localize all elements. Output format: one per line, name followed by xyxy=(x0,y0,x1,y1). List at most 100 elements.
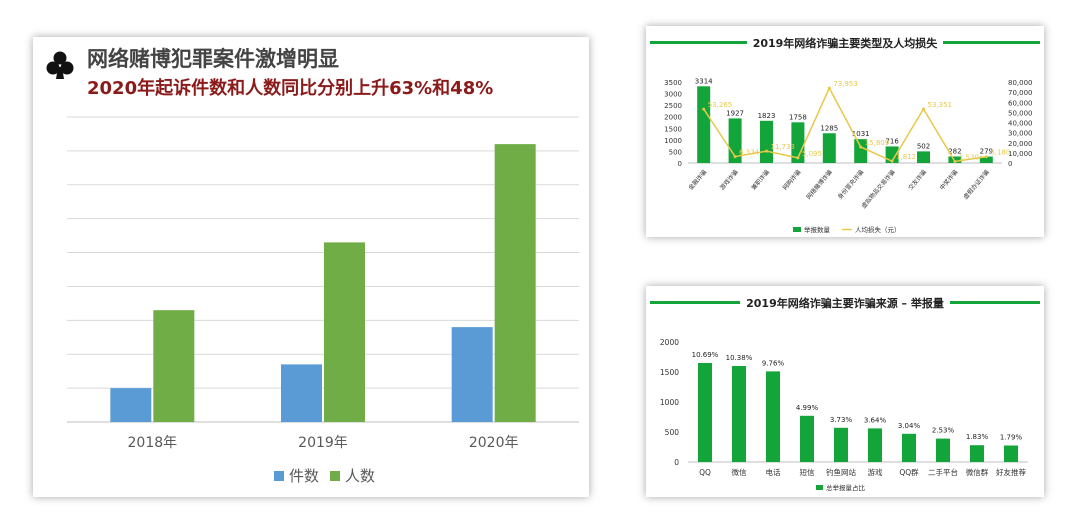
loss-point xyxy=(827,86,831,90)
y-tick: 1500 xyxy=(660,368,679,377)
y-right-tick: 80,000 xyxy=(1008,79,1033,87)
gambling-subtitle: 2020年起诉件数和人数同比分别上升63%和48% xyxy=(87,77,493,99)
x-tick-label: 金融诈骗 xyxy=(687,168,709,192)
x-tick-label: 短信 xyxy=(800,467,815,477)
loss-point xyxy=(859,145,863,149)
y-right-tick: 20,000 xyxy=(1008,140,1033,148)
line-data-label: 6,180 xyxy=(990,149,1010,157)
bar-data-label: 1.83% xyxy=(966,433,989,441)
x-tick-label: 二手平台 xyxy=(928,467,958,477)
x-tick-label: 虚拟物品交易诈骗 xyxy=(860,168,897,210)
bar-report-share xyxy=(936,438,950,462)
bar-report-share xyxy=(698,363,712,462)
x-tick-label: 2019年 xyxy=(298,435,348,451)
x-tick-label: 游戏 xyxy=(868,467,883,477)
bar-people xyxy=(324,242,365,422)
bar-report-share xyxy=(800,415,814,462)
y-left-tick: 2000 xyxy=(664,114,682,122)
y-left-tick: 3500 xyxy=(664,79,682,87)
legend-swatch xyxy=(816,485,823,490)
loss-point xyxy=(984,155,988,159)
bar-data-label: 502 xyxy=(917,142,930,150)
gambling-chart-svg: 网络赌博犯罪案件激增明显 2020年起诉件数和人数同比分别上升63%和48% 2… xyxy=(46,47,579,485)
bar-data-label: 3314 xyxy=(695,77,713,85)
x-tick-label: 身份冒充诈骗 xyxy=(836,168,865,201)
x-tick-label: 网络赌博诈骗 xyxy=(805,168,834,201)
y-tick: 2000 xyxy=(660,338,679,347)
gambling-title: 网络赌博犯罪案件激增明显 xyxy=(87,47,339,71)
y-left-tick: 0 xyxy=(678,160,682,168)
y-right-tick: 50,000 xyxy=(1008,109,1033,117)
bar-data-label: 1285 xyxy=(820,124,838,132)
x-tick-label: 微信群 xyxy=(966,467,989,477)
fraud-types-title-bar: 2019年网络诈骗主要类型及人均损失 xyxy=(650,35,1040,50)
x-tick-label: 交友诈骗 xyxy=(906,168,928,192)
x-tick-label: 2020年 xyxy=(469,435,519,451)
bar-report-count xyxy=(854,139,868,163)
fraud-sources-title-bar: 2019年网络诈骗主要诈骗来源 – 举报量 xyxy=(650,295,1040,310)
loss-point xyxy=(922,107,925,111)
legend-swatch xyxy=(330,471,340,481)
bar-data-label: 1.79% xyxy=(1000,434,1023,442)
y-tick: 500 xyxy=(665,428,680,437)
bar-data-label: 4.99% xyxy=(796,404,819,412)
y-right-tick: 40,000 xyxy=(1008,120,1033,128)
bar-data-label: 1031 xyxy=(852,130,870,138)
bar-people xyxy=(494,144,536,422)
loss-point xyxy=(953,159,957,163)
bar-data-label: 282 xyxy=(948,147,961,155)
bar-data-label: 1823 xyxy=(758,112,776,120)
loss-point xyxy=(890,159,894,163)
fraud-types-title: 2019年网络诈骗主要类型及人均损失 xyxy=(746,37,944,50)
line-data-label: 1,530 xyxy=(959,153,979,161)
legend-label: 总举报量占比 xyxy=(826,483,866,492)
bar-report-count xyxy=(791,122,805,163)
line-data-label: 53,265 xyxy=(708,101,733,109)
x-tick-label: 钓鱼网站 xyxy=(826,467,856,477)
gambling-chart-panel: 网络赌博犯罪案件激增明显 2020年起诉件数和人数同比分别上升63%和48% 2… xyxy=(33,37,589,497)
x-tick-label: 网购诈骗 xyxy=(781,168,803,192)
loss-point xyxy=(702,107,706,111)
y-left-tick: 1000 xyxy=(664,137,682,145)
bar-report-share xyxy=(902,433,916,462)
y-tick: 1000 xyxy=(660,398,679,407)
loss-point xyxy=(796,156,800,160)
line-data-label: 73,953 xyxy=(833,80,858,88)
x-tick-label: 微信 xyxy=(732,467,747,477)
bar-report-count xyxy=(822,133,836,163)
y-right-tick: 10,000 xyxy=(1008,150,1033,158)
y-left-tick: 500 xyxy=(669,148,682,156)
legend-label-line: 人均损失（元） xyxy=(855,225,901,234)
y-left-tick: 3000 xyxy=(664,91,682,99)
bar-data-label: 2.53% xyxy=(932,427,955,435)
bar-report-count xyxy=(697,86,711,163)
fraud-types-chart-svg: 0 500 1000 1500 2000 2500 3000 3500 0 10,000 20,00… xyxy=(664,77,1033,234)
bar-report-share xyxy=(766,371,780,462)
y-right-tick: 70,000 xyxy=(1008,89,1033,97)
bar-data-label: 10.38% xyxy=(726,354,753,362)
bar-cases xyxy=(451,327,493,422)
bar-data-label: 9.76% xyxy=(762,359,785,367)
y-tick: 0 xyxy=(674,458,679,467)
fraud-types-panel: 2019年网络诈骗主要类型及人均损失 0 500 1000 1500 2000 2500 3… xyxy=(646,26,1044,237)
legend-label-bar: 举报数量 xyxy=(804,225,831,234)
bar-people xyxy=(153,310,195,422)
y-right-tick: 60,000 xyxy=(1008,99,1033,107)
loss-line xyxy=(703,86,987,163)
y-right-tick: 30,000 xyxy=(1008,130,1033,138)
fraud-sources-panel: 2019年网络诈骗主要诈骗来源 – 举报量 0 500 1000 1500 2000 10… xyxy=(646,286,1044,497)
line-data-label: 11,733 xyxy=(771,143,796,151)
line-data-label: 6,334 xyxy=(739,149,760,157)
bar-data-label: 3.64% xyxy=(864,416,887,424)
bar-cases xyxy=(281,364,322,422)
fraud-sources-chart-svg: 0 500 1000 1500 2000 10.69% QQ 10.38% 微信 9.76% 电话 4… xyxy=(660,338,1028,492)
bar-data-label: 3.04% xyxy=(898,422,921,430)
loss-point xyxy=(765,149,768,153)
legend-swatch-bar xyxy=(793,227,801,232)
x-tick-label: 游戏诈骗 xyxy=(718,168,740,192)
line-data-label: 15,809 xyxy=(865,139,890,147)
bar-cases xyxy=(110,388,152,422)
y-left-tick: 2500 xyxy=(664,102,682,110)
line-data-label: 5,095 xyxy=(802,150,822,158)
bar-report-count xyxy=(885,146,899,163)
